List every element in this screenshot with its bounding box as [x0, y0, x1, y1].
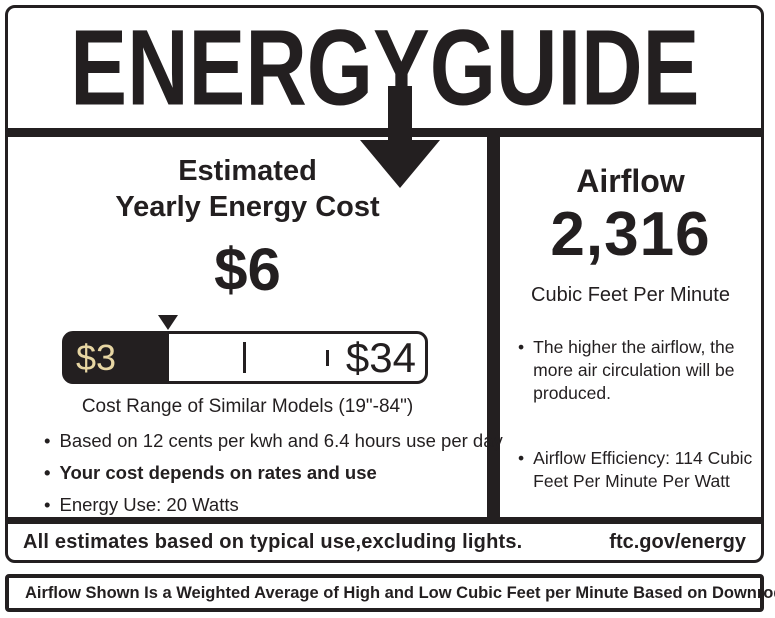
note-text: Based on 12 cents per kwh and 6.4 hours … [59, 430, 503, 451]
list-item: Based on 12 cents per kwh and 6.4 hours … [44, 430, 502, 452]
main-content: Estimated Yearly Energy Cost $6 $3 $34 [8, 137, 761, 517]
cost-marker-triangle-icon [158, 315, 178, 330]
list-item: Airflow Efficiency: 114 Cubic Feet Per M… [518, 447, 755, 493]
horizontal-divider-top [8, 128, 761, 137]
tick-mark [326, 350, 329, 366]
ftc-url: ftc.gov/energy [609, 530, 746, 553]
vertical-divider [487, 137, 500, 517]
airflow-notes-list: The higher the airflow, the more air cir… [518, 336, 755, 493]
cost-range-bar: $3 $34 [62, 314, 428, 388]
label-main-box: ENERGYGUIDE Estimated Yearly Energy Cost… [5, 5, 764, 563]
airflow-panel: Airflow 2,316 Cubic Feet Per Minute The … [500, 137, 761, 517]
list-item: Your cost depends on rates and use [44, 462, 483, 484]
footnote-box: Airflow Shown Is a Weighted Average of H… [5, 574, 775, 612]
heading-line-2: Yearly Energy Cost [115, 191, 380, 223]
estimated-cost-heading: Estimated Yearly Energy Cost [8, 153, 487, 225]
yearly-cost-value: $6 [214, 236, 281, 303]
down-arrow-icon [360, 86, 440, 188]
airflow-unit: Cubic Feet Per Minute [531, 284, 730, 306]
energyguide-title: ENERGYGUIDE [69, 7, 700, 129]
airflow-footnote: Airflow Shown Is a Weighted Average of H… [25, 583, 775, 602]
heading-line-1: Estimated [178, 155, 317, 187]
horizontal-divider-bottom [8, 517, 761, 524]
note-text: Energy Use: 20 Watts [59, 494, 239, 515]
airflow-heading: Airflow [576, 163, 685, 199]
cost-bar-track: $3 $34 [62, 331, 428, 384]
energy-cost-panel: Estimated Yearly Energy Cost $6 $3 $34 [8, 137, 502, 517]
estimates-disclaimer: All estimates based on typical use,exclu… [23, 530, 523, 553]
banner: ENERGYGUIDE [8, 7, 761, 129]
note-text: The higher the airflow, the more air cir… [533, 337, 735, 403]
note-text: Airflow Efficiency: 114 Cubic Feet Per M… [533, 448, 753, 491]
cost-min-label: $3 [76, 336, 117, 378]
list-item: The higher the airflow, the more air cir… [518, 336, 755, 405]
cost-range-caption: Cost Range of Similar Models (19"-84") [81, 396, 414, 417]
cost-max-label: $34 [345, 333, 416, 381]
cost-bar-fill: $3 [65, 334, 169, 381]
list-item: Energy Use: 20 Watts [44, 494, 483, 516]
cost-notes-list: Based on 12 cents per kwh and 6.4 hours … [44, 430, 502, 526]
footer-strip: All estimates based on typical use,exclu… [8, 524, 761, 560]
note-text: Your cost depends on rates and use [59, 462, 377, 483]
airflow-value: 2,316 [550, 200, 711, 269]
tick-mark [243, 342, 246, 373]
